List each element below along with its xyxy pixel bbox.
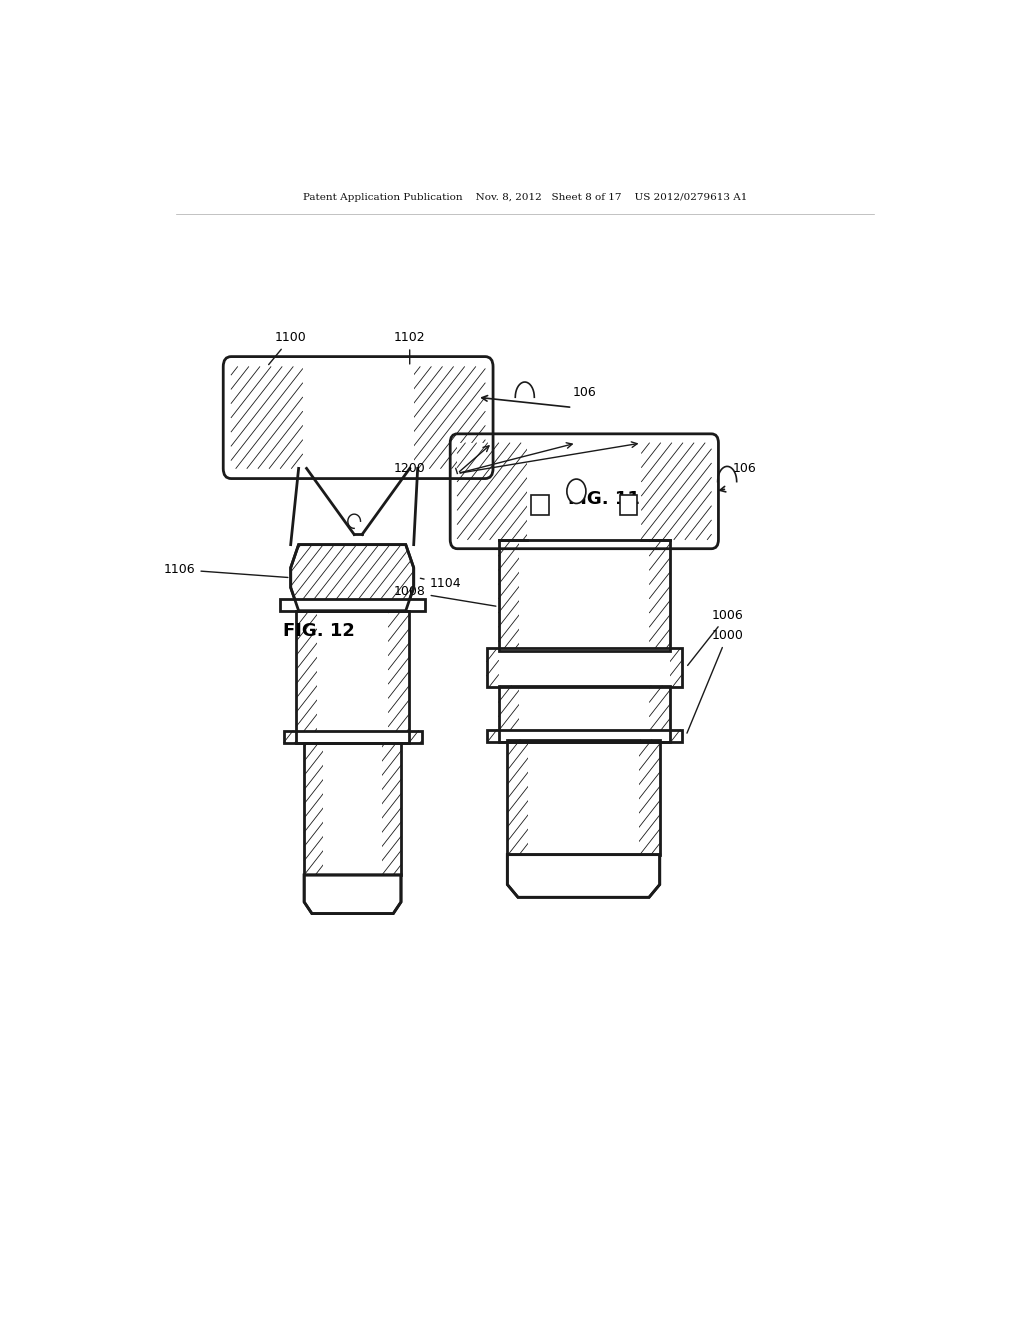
Bar — [296, 731, 409, 743]
Bar — [620, 495, 638, 515]
Bar — [458, 444, 527, 540]
Bar — [649, 686, 670, 742]
Text: 1200: 1200 — [394, 462, 426, 475]
Bar — [531, 495, 549, 515]
Bar — [409, 731, 422, 743]
Text: 1106: 1106 — [164, 564, 288, 577]
Bar — [303, 367, 414, 469]
Text: FIG. 11: FIG. 11 — [568, 490, 640, 508]
Bar — [670, 730, 682, 742]
Bar — [486, 730, 499, 742]
Text: 1000: 1000 — [687, 630, 743, 733]
Polygon shape — [304, 875, 401, 913]
Bar — [281, 598, 425, 611]
Bar — [507, 739, 659, 854]
Text: 1008: 1008 — [393, 586, 496, 606]
Bar — [527, 444, 641, 540]
Text: 106: 106 — [733, 462, 757, 475]
Bar — [414, 367, 485, 469]
Bar — [284, 731, 296, 743]
Bar — [519, 686, 649, 742]
Bar — [324, 743, 382, 875]
Bar — [507, 739, 528, 854]
Bar — [304, 743, 401, 875]
Bar — [649, 540, 670, 651]
Bar — [486, 648, 499, 686]
Bar — [296, 611, 409, 743]
Circle shape — [567, 479, 586, 503]
Text: FIG. 12: FIG. 12 — [283, 622, 354, 640]
Bar — [499, 686, 519, 742]
Bar — [499, 730, 670, 742]
Bar — [388, 611, 409, 743]
Bar — [382, 743, 401, 875]
Text: 1102: 1102 — [394, 331, 426, 364]
Bar — [519, 540, 649, 651]
Bar — [641, 444, 712, 540]
Bar — [284, 731, 422, 743]
Bar — [486, 648, 682, 686]
Text: 1104: 1104 — [421, 577, 461, 590]
Text: 106: 106 — [572, 385, 596, 399]
Bar — [528, 739, 639, 854]
Bar — [486, 730, 682, 742]
Bar — [670, 648, 682, 686]
Bar — [316, 611, 388, 743]
Bar — [499, 648, 670, 686]
Text: 1100: 1100 — [268, 331, 306, 364]
Bar — [639, 739, 659, 854]
Polygon shape — [507, 854, 659, 898]
Bar — [511, 858, 655, 894]
Bar — [304, 743, 324, 875]
Text: Patent Application Publication    Nov. 8, 2012   Sheet 8 of 17    US 2012/027961: Patent Application Publication Nov. 8, 2… — [303, 193, 746, 202]
Bar — [296, 611, 316, 743]
Text: 1006: 1006 — [688, 609, 743, 665]
Bar — [499, 686, 670, 742]
Bar — [499, 540, 519, 651]
Polygon shape — [291, 545, 414, 611]
Bar — [499, 540, 670, 651]
Bar — [308, 878, 397, 911]
Bar — [231, 367, 303, 469]
